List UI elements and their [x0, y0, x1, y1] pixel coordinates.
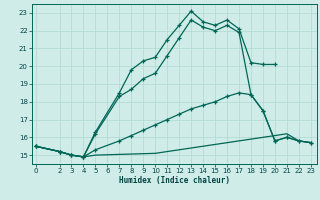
X-axis label: Humidex (Indice chaleur): Humidex (Indice chaleur) [119, 176, 230, 185]
